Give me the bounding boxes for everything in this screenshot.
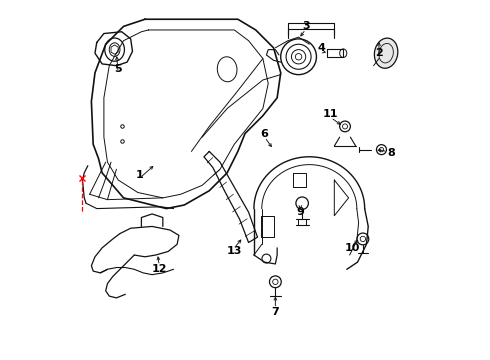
Text: 9: 9 — [296, 207, 304, 217]
Text: 13: 13 — [226, 247, 242, 256]
Text: 11: 11 — [323, 109, 339, 119]
Text: 10: 10 — [344, 243, 360, 253]
Text: 3: 3 — [302, 21, 310, 31]
Text: 4: 4 — [318, 43, 326, 53]
Text: 2: 2 — [375, 48, 383, 58]
Text: 7: 7 — [271, 307, 279, 317]
Text: 1: 1 — [136, 170, 144, 180]
Text: 6: 6 — [261, 129, 269, 139]
Text: 5: 5 — [114, 64, 122, 74]
Text: 12: 12 — [151, 264, 167, 274]
Ellipse shape — [374, 38, 398, 68]
Text: 8: 8 — [388, 148, 395, 158]
